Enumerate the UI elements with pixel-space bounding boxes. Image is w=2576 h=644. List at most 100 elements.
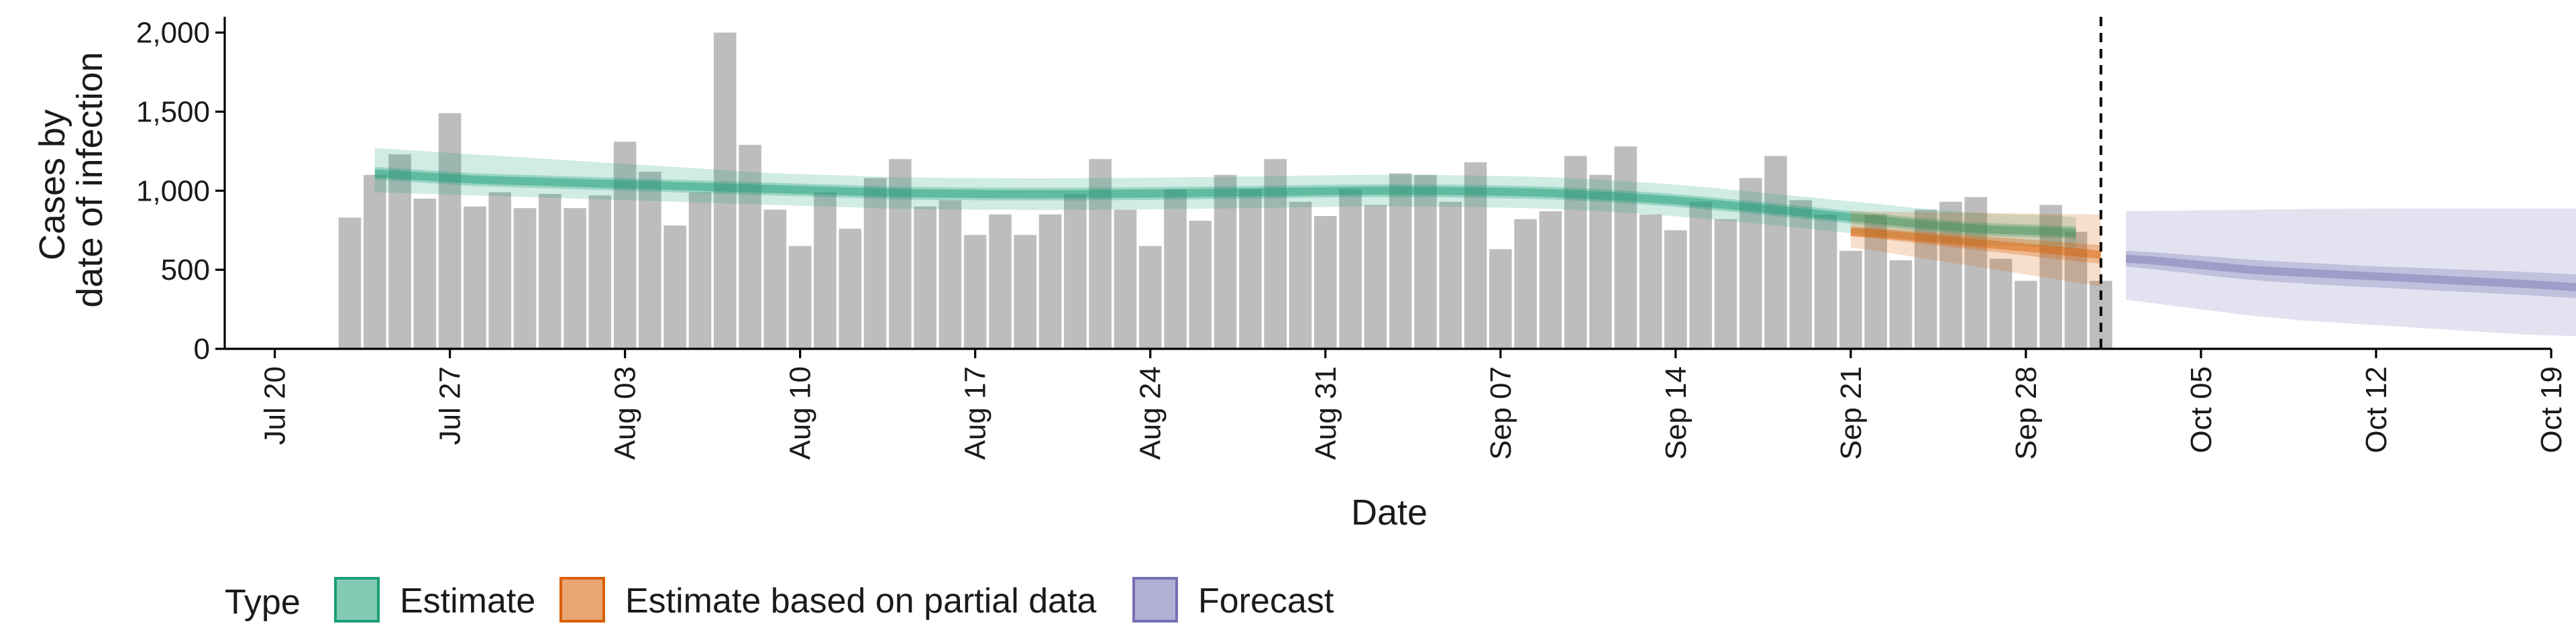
- case-bar: [1639, 214, 1662, 349]
- case-bar: [714, 32, 737, 349]
- case-bar: [588, 195, 612, 349]
- case-bar: [1589, 174, 1612, 349]
- case-bar: [1864, 214, 1887, 349]
- x-tick-label: Sep 21: [1835, 366, 1868, 460]
- legend-title: Type: [225, 583, 301, 622]
- legend-label: Forecast: [1198, 582, 1334, 621]
- y-axis-title-line-1: Cases by: [32, 109, 72, 260]
- case-bar: [1064, 194, 1087, 349]
- case-bar: [1214, 174, 1237, 349]
- case-bar: [1789, 200, 1813, 349]
- case-bar: [1989, 258, 2012, 349]
- y-tick-label: 500: [161, 254, 210, 286]
- case-bar: [1364, 205, 1387, 349]
- legend-label: Estimate: [400, 582, 535, 621]
- case-bar: [1739, 178, 1762, 349]
- x-tick-label: Aug 17: [959, 366, 992, 460]
- case-bar: [788, 246, 812, 349]
- case-bar: [1564, 156, 1587, 349]
- y-tick-label: 2,000: [136, 17, 210, 50]
- case-bar: [388, 154, 411, 350]
- legend: Type Estimate Estimate based on partial d…: [225, 577, 1334, 623]
- case-bar: [338, 217, 362, 349]
- x-tick-label: Oct 12: [2360, 366, 2393, 453]
- case-bar: [914, 206, 936, 349]
- case-bar: [1539, 211, 1562, 349]
- y-tick-label: 1,500: [136, 95, 210, 128]
- y-tick-label: 1,000: [136, 174, 210, 207]
- legend-item-forecast: Forecast: [1132, 577, 1334, 623]
- forecast-outer-band: [2126, 208, 2576, 337]
- case-bar: [1114, 209, 1137, 349]
- case-bar: [413, 199, 437, 349]
- y-ticks: 0 500 1,000 1,500 2,000: [136, 17, 225, 366]
- estimate-based-on-partial-data-outer-band: [1850, 211, 2101, 286]
- case-bar: [1464, 162, 1487, 349]
- x-tick-label: Sep 14: [1660, 366, 1693, 460]
- case-bar: [1889, 260, 1913, 349]
- case-bar: [663, 225, 687, 349]
- case-bar: [989, 214, 1012, 349]
- legend-swatch: [334, 577, 380, 623]
- case-bar: [2064, 231, 2088, 349]
- case-bar: [1714, 219, 1737, 349]
- y-axis-title: Cases by date of infection: [32, 52, 110, 307]
- case-bar: [513, 208, 537, 349]
- case-bar: [538, 194, 561, 349]
- case-bar: [1514, 219, 1537, 349]
- case-bar: [1313, 216, 1337, 349]
- case-bar: [1389, 173, 1412, 349]
- case-bar: [1164, 189, 1187, 349]
- case-bar: [1014, 235, 1037, 349]
- x-ticks: Jul 20 Jul 27 Aug 03 Aug 10 Aug 17 Aug 24 Aug …: [259, 349, 2568, 460]
- case-bar: [1614, 146, 1638, 350]
- case-bar: [1764, 156, 1787, 349]
- case-bar: [1038, 214, 1062, 349]
- case-bar: [2039, 205, 2062, 349]
- case-bar: [863, 178, 887, 349]
- plot-area: [338, 17, 2576, 350]
- legend-swatch: [1132, 577, 1178, 623]
- case-bar: [688, 192, 712, 349]
- case-bar: [488, 192, 511, 349]
- case-bar: [564, 208, 586, 349]
- x-tick-label: Jul 20: [259, 366, 292, 445]
- axes: 0 500 1,000 1,500 2,000 Jul 20 Jul 27 Aug 03 Au…: [136, 17, 2568, 460]
- estimate-based-on-partial-data-median-line: [1850, 227, 2102, 259]
- case-bar: [814, 192, 837, 349]
- estimate-outer-band: [374, 148, 2076, 249]
- case-bar: [1414, 174, 1437, 349]
- x-axis-title: Date: [1351, 492, 1428, 533]
- case-bar: [613, 142, 637, 349]
- case-bar: [763, 209, 787, 349]
- bars-layer: [338, 32, 2112, 350]
- case-bar: [1189, 221, 1212, 349]
- case-bar: [639, 172, 661, 349]
- case-bar: [739, 144, 761, 349]
- forecast-inner-band: [2126, 250, 2576, 299]
- estimate-inner-band: [374, 166, 2076, 239]
- y-axis-title-line-2: date of infection: [70, 52, 110, 307]
- legend-swatch: [559, 577, 605, 623]
- case-bar: [1138, 246, 1162, 349]
- estimate-median-line: [374, 169, 2076, 237]
- legend-item-estimate: Estimate: [334, 577, 535, 623]
- legend-item-estimate-based-on-partial-data: Estimate based on partial data: [559, 577, 1097, 623]
- case-bar: [1289, 201, 1312, 349]
- case-bar: [1689, 201, 1712, 349]
- case-bar: [1939, 201, 1962, 349]
- case-bar: [839, 228, 862, 349]
- case-bar: [1339, 189, 1362, 349]
- case-bar: [1914, 209, 1937, 349]
- x-tick-label: Aug 24: [1134, 366, 1167, 460]
- forecast-median-line: [2125, 254, 2576, 292]
- legend-label: Estimate based on partial data: [625, 582, 1097, 621]
- case-bar: [1814, 214, 1837, 349]
- x-tick-label: Jul 27: [434, 366, 467, 445]
- estimate-based-on-partial-data-inner-band: [1850, 226, 2101, 264]
- case-bar: [1239, 189, 1262, 349]
- case-bar: [1664, 230, 1687, 349]
- case-bar: [938, 200, 962, 349]
- case-bar: [1489, 249, 1512, 349]
